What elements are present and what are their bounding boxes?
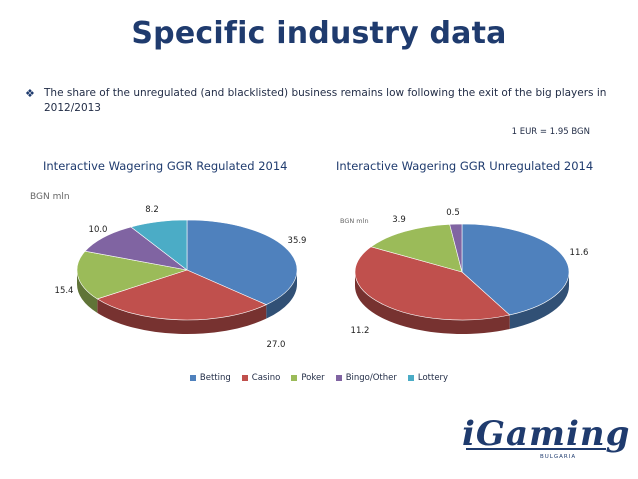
pie-slice-poker — [76, 250, 188, 300]
legend-item-betting: Betting — [189, 373, 231, 383]
legend-label: Poker — [301, 373, 325, 383]
pie-slice-betting — [461, 223, 570, 316]
legend-label: Betting — [199, 373, 231, 383]
data-label: 10.0 — [89, 225, 108, 235]
unit-label-regulated: BGN mln — [30, 192, 70, 202]
diamond-bullet-icon: ❖ — [25, 87, 35, 100]
legend-swatch — [189, 375, 196, 381]
exchange-rate-note: 1 EUR = 1.95 BGN — [511, 127, 590, 137]
pie-side-poker — [77, 270, 98, 313]
chart-title-unregulated: Interactive Wagering GGR Unregulated 201… — [336, 159, 594, 173]
legend: Betting Casino Poker Bingo/Other Lottery — [0, 373, 638, 383]
legend-item-poker: Poker — [291, 373, 325, 383]
igaming-bulgaria-logo: iGaming BULGARIA — [462, 414, 629, 464]
legend-item-lottery: Lottery — [407, 373, 449, 383]
pie-slice-lottery — [130, 219, 188, 271]
pie-side-casino — [97, 298, 267, 334]
legend-swatch — [241, 375, 248, 381]
data-label: 3.9 — [392, 215, 406, 225]
legend-swatch — [335, 375, 342, 381]
legend-label: Casino — [251, 373, 281, 383]
pie-side-betting — [266, 270, 297, 319]
data-label: 8.2 — [145, 205, 159, 215]
legend-label: Lottery — [417, 373, 449, 383]
pie-slice-bingo-other — [84, 226, 188, 271]
unit-label-unregulated: BGN mln — [340, 217, 369, 225]
logo-wordmark: iGaming — [462, 414, 631, 454]
data-label: 35.9 — [288, 236, 307, 246]
pie-side-casino — [355, 272, 510, 334]
legend-swatch — [291, 375, 298, 381]
pie-slice-poker — [370, 224, 463, 273]
data-label: 27.0 — [267, 340, 286, 350]
bullet-point: ❖ The share of the unregulated (and blac… — [25, 86, 615, 116]
bullet-text: The share of the unregulated (and blackl… — [44, 87, 607, 114]
pie-slice-betting — [186, 219, 298, 306]
legend-item-bingo-other: Bingo/Other — [335, 373, 397, 383]
pie-slice-bingo-other — [449, 223, 463, 273]
logo-underline — [466, 448, 606, 450]
legend-label: Bingo/Other — [345, 373, 397, 383]
legend-swatch — [407, 375, 414, 381]
pie-slice-casino — [96, 269, 267, 321]
pie-slice-casino — [354, 246, 511, 321]
slide-title: Specific industry data — [131, 16, 507, 51]
data-label: 11.6 — [570, 248, 589, 258]
chart-title-regulated: Interactive Wagering GGR Regulated 2014 — [43, 159, 288, 173]
logo-subtitle: BULGARIA — [540, 454, 577, 460]
legend-item-casino: Casino — [241, 373, 281, 383]
data-label: 15.4 — [55, 286, 74, 296]
pie-side-betting — [509, 272, 569, 329]
data-label: 0.5 — [446, 208, 460, 218]
data-label: 11.2 — [351, 326, 370, 336]
